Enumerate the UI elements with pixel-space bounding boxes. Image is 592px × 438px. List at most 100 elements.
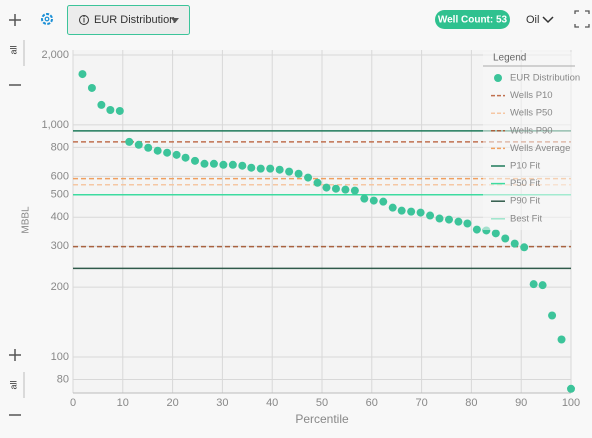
zoom-in-top[interactable] <box>9 14 21 26</box>
data-point <box>350 186 359 195</box>
data-point <box>87 83 96 92</box>
data-point <box>275 165 284 174</box>
data-point <box>529 280 538 289</box>
data-point <box>294 169 303 178</box>
well-count: Well Count: 53 <box>438 15 508 26</box>
data-point <box>416 208 425 217</box>
x-tick-label: 90 <box>515 397 527 409</box>
data-point <box>125 137 134 146</box>
dropdown-label: EUR Distribution <box>94 14 175 26</box>
data-point <box>538 281 547 290</box>
legend-label: Wells Average <box>510 143 570 154</box>
legend-title: Legend <box>493 53 526 64</box>
x-tick-label: 30 <box>216 397 228 409</box>
data-point <box>285 167 294 176</box>
settings-icon[interactable] <box>41 13 53 25</box>
data-point <box>238 161 247 170</box>
data-point <box>501 234 510 243</box>
x-axis-label: Percentile <box>295 412 349 426</box>
y-tick-label: 400 <box>51 211 69 223</box>
data-point <box>397 206 406 215</box>
y-tick-label: 200 <box>51 281 69 293</box>
y-tick-label: 80 <box>57 373 69 385</box>
data-point <box>191 156 200 165</box>
data-point <box>388 203 397 212</box>
data-point <box>209 159 218 168</box>
legend-label: P10 Fit <box>510 161 540 172</box>
data-point <box>520 243 529 252</box>
legend-label: Best Fit <box>510 213 543 224</box>
side-label: all <box>8 45 18 54</box>
x-tick-label: 0 <box>70 397 76 409</box>
x-tick-label: 70 <box>415 397 427 409</box>
data-point <box>341 185 350 194</box>
data-point <box>379 197 388 206</box>
zoom-in-bottom[interactable] <box>9 349 21 361</box>
data-point <box>144 143 153 152</box>
marks <box>73 70 575 393</box>
y-tick-label: 100 <box>51 351 69 363</box>
legend-symbol <box>494 74 502 82</box>
data-point <box>78 70 87 79</box>
data-point <box>313 178 322 187</box>
legend-label: P90 Fit <box>510 196 540 207</box>
data-point <box>172 150 181 159</box>
y-tick-label: 300 <box>51 240 69 252</box>
x-tick-label: 60 <box>366 397 378 409</box>
legend-label: Wells P50 <box>510 108 553 119</box>
data-point <box>266 164 275 173</box>
data-point <box>426 211 435 220</box>
legend-label: Wells P10 <box>510 90 553 101</box>
data-point <box>369 196 378 205</box>
data-point <box>435 214 444 223</box>
data-point <box>510 239 519 248</box>
data-point <box>472 225 481 234</box>
data-point <box>153 146 162 155</box>
legend: Legend EUR Distribution Wells P10 Wells P50… <box>483 52 580 230</box>
data-point <box>200 159 209 168</box>
data-point <box>247 163 256 172</box>
data-point <box>256 164 265 173</box>
data-point <box>557 335 566 344</box>
data-point <box>407 207 416 216</box>
product-label: Oil <box>526 14 539 26</box>
legend-label: P50 Fit <box>510 178 540 189</box>
legend-label: EUR Distribution <box>510 73 580 84</box>
x-tick-label: 10 <box>117 397 129 409</box>
y-tick-label: 500 <box>51 189 69 201</box>
data-point <box>219 160 228 169</box>
dropdown[interactable]: EUR Distribution <box>67 5 190 35</box>
data-point <box>163 148 172 157</box>
data-point <box>134 140 143 149</box>
data-point <box>454 217 463 226</box>
data-point <box>331 184 340 193</box>
data-point <box>567 384 575 393</box>
data-point <box>304 173 313 182</box>
legend-label: Wells P90 <box>510 125 553 136</box>
y-tick-label: 2,000 <box>41 49 69 61</box>
y-tick-label: 800 <box>51 141 69 153</box>
x-tick-label: 40 <box>266 397 278 409</box>
x-tick-label: 80 <box>465 397 477 409</box>
data-point <box>228 160 237 169</box>
x-tick-label: 50 <box>316 397 328 409</box>
y-tick-label: 1,000 <box>41 119 69 131</box>
data-point <box>106 106 115 115</box>
fullscreen-icon[interactable] <box>574 10 590 28</box>
data-point <box>548 311 557 320</box>
data-point <box>322 183 331 192</box>
data-point <box>181 153 190 162</box>
data-point <box>491 229 500 238</box>
data-point <box>444 215 453 224</box>
data-point <box>463 219 472 228</box>
well-count-badge: Well Count: 53 <box>435 10 510 29</box>
x-tick-label: 100 <box>562 397 580 409</box>
y-tick-label: 600 <box>51 170 69 182</box>
product-select[interactable]: Oil <box>526 14 554 26</box>
data-point <box>97 100 106 109</box>
x-tick-label: 20 <box>166 397 178 409</box>
data-point <box>360 194 369 203</box>
side-label: all <box>8 380 18 389</box>
y-axis-label: MBBL <box>21 206 32 234</box>
